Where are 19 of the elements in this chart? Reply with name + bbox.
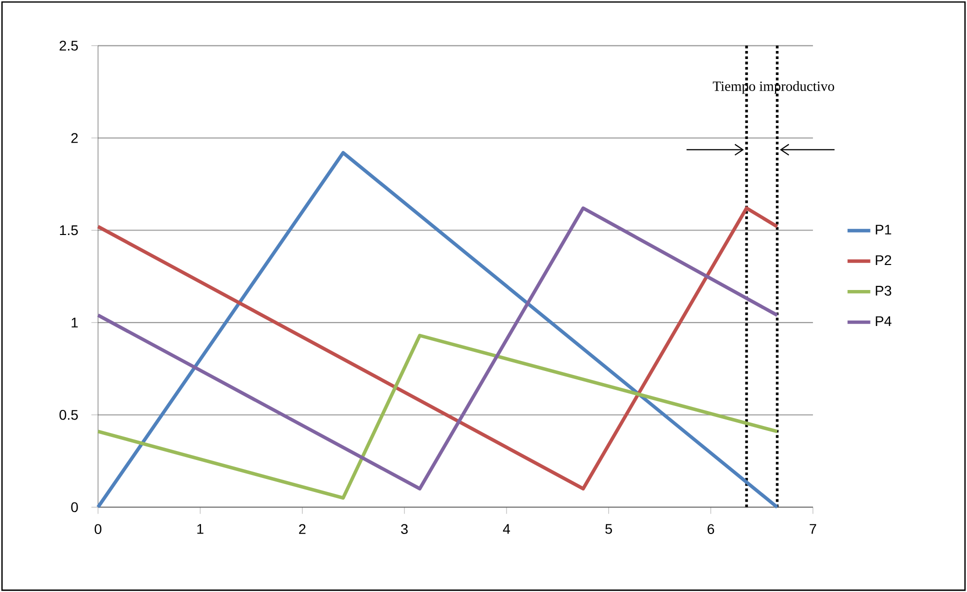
x-tick-label: 3 [401,524,408,534]
legend-label: P3 [876,286,892,296]
y-tick-label: 0 [71,502,78,512]
x-tick-label: 2 [299,524,306,534]
x-tick-label: 0 [94,524,102,534]
y-tick-label: 2 [71,133,78,143]
legend-label: P1 [876,224,892,234]
x-tick-label: 7 [810,524,816,534]
legend-label: P2 [876,255,892,265]
y-tick-label: 1 [72,318,78,328]
legend-label: P4 [876,316,892,326]
x-tick-label: 5 [605,524,612,534]
y-tick-label: 2.5 [60,40,78,51]
annotation: Tiempo improductivo [712,81,834,94]
x-tick-label: 1 [197,524,204,534]
y-tick-label: 1.5 [60,225,78,236]
y-tick-label: 0.5 [60,410,78,420]
x-tick-label: 6 [708,524,714,534]
x-tick-label: 4 [502,524,510,534]
